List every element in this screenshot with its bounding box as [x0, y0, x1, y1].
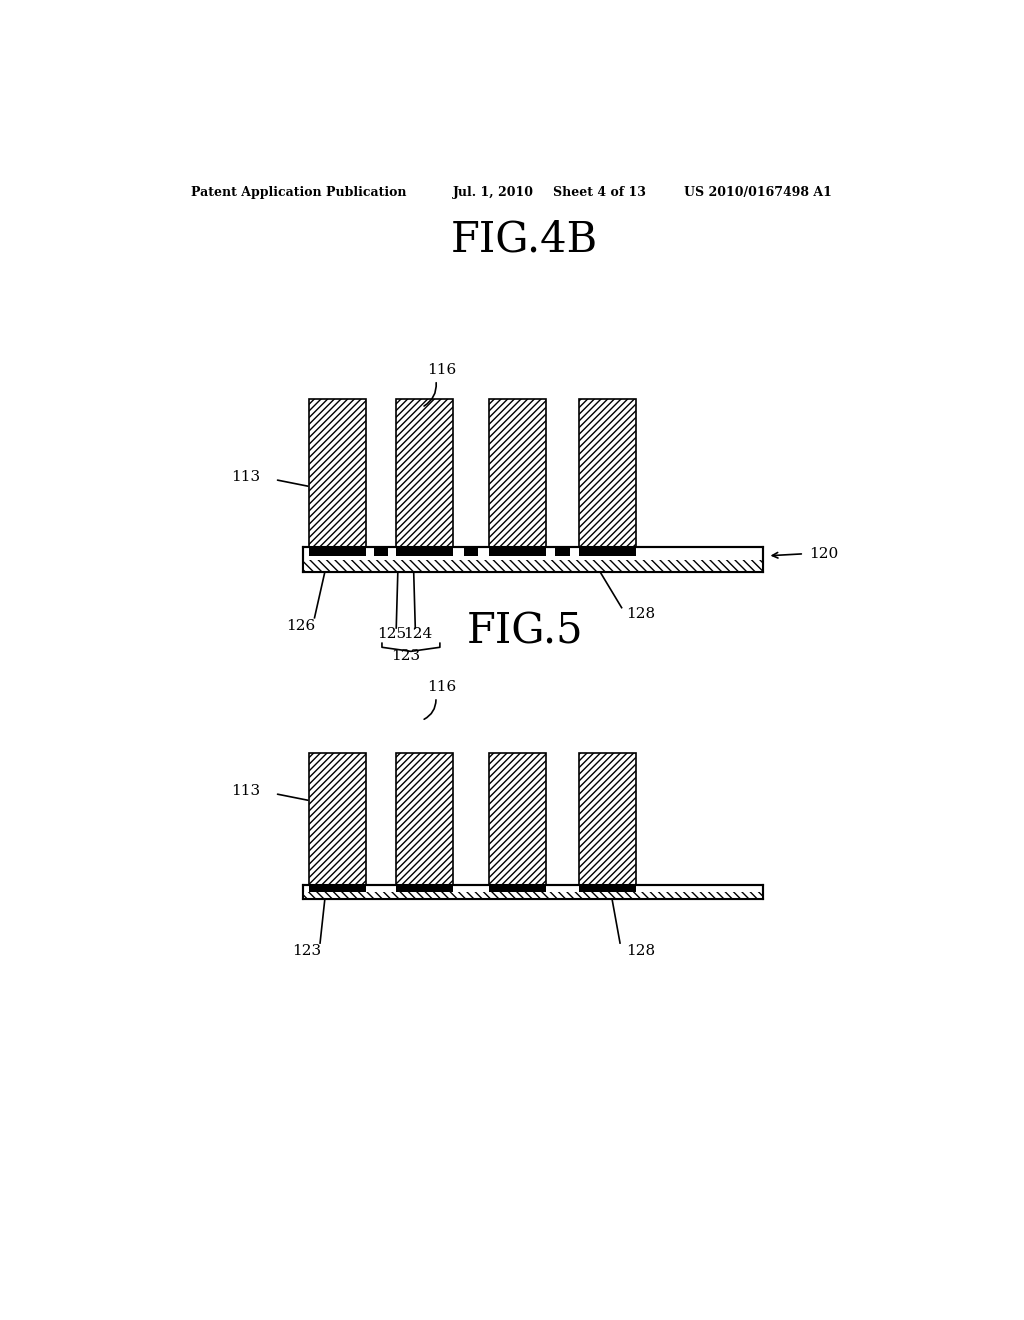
Text: 113: 113	[230, 784, 260, 797]
Text: 128: 128	[627, 607, 655, 620]
Bar	[396, 886, 454, 892]
Text: Sheet 4 of 13: Sheet 4 of 13	[553, 186, 645, 199]
Bar	[579, 752, 636, 886]
Text: 124: 124	[403, 627, 432, 642]
Bar	[396, 548, 454, 556]
Bar	[489, 752, 546, 886]
Text: 113: 113	[230, 470, 260, 483]
Bar	[489, 886, 546, 892]
Bar	[579, 548, 636, 556]
Bar	[303, 886, 763, 899]
Bar	[396, 399, 454, 546]
Bar	[396, 752, 454, 886]
Bar	[464, 546, 478, 556]
Text: 125: 125	[377, 627, 407, 642]
Text: 120: 120	[809, 546, 839, 561]
Text: 116: 116	[427, 363, 456, 376]
Text: FIG.5: FIG.5	[467, 610, 583, 652]
Bar	[489, 548, 546, 556]
Bar	[489, 399, 546, 546]
Bar	[309, 752, 367, 886]
Bar	[303, 891, 763, 899]
Text: 128: 128	[627, 944, 655, 958]
Text: 116: 116	[427, 680, 456, 694]
Bar	[579, 886, 636, 892]
Bar	[309, 886, 367, 892]
Bar	[374, 546, 388, 556]
Text: 123: 123	[292, 944, 322, 958]
Text: Patent Application Publication: Patent Application Publication	[191, 186, 407, 199]
Text: 123: 123	[391, 649, 420, 664]
Bar	[555, 546, 569, 556]
Text: Jul. 1, 2010: Jul. 1, 2010	[454, 186, 535, 199]
Text: FIG.4B: FIG.4B	[452, 219, 598, 261]
Bar	[303, 546, 763, 572]
Text: 126: 126	[287, 619, 315, 634]
Bar	[579, 399, 636, 546]
Bar	[303, 560, 763, 572]
Text: US 2010/0167498 A1: US 2010/0167498 A1	[684, 186, 831, 199]
Bar	[309, 548, 367, 556]
Bar	[309, 399, 367, 546]
